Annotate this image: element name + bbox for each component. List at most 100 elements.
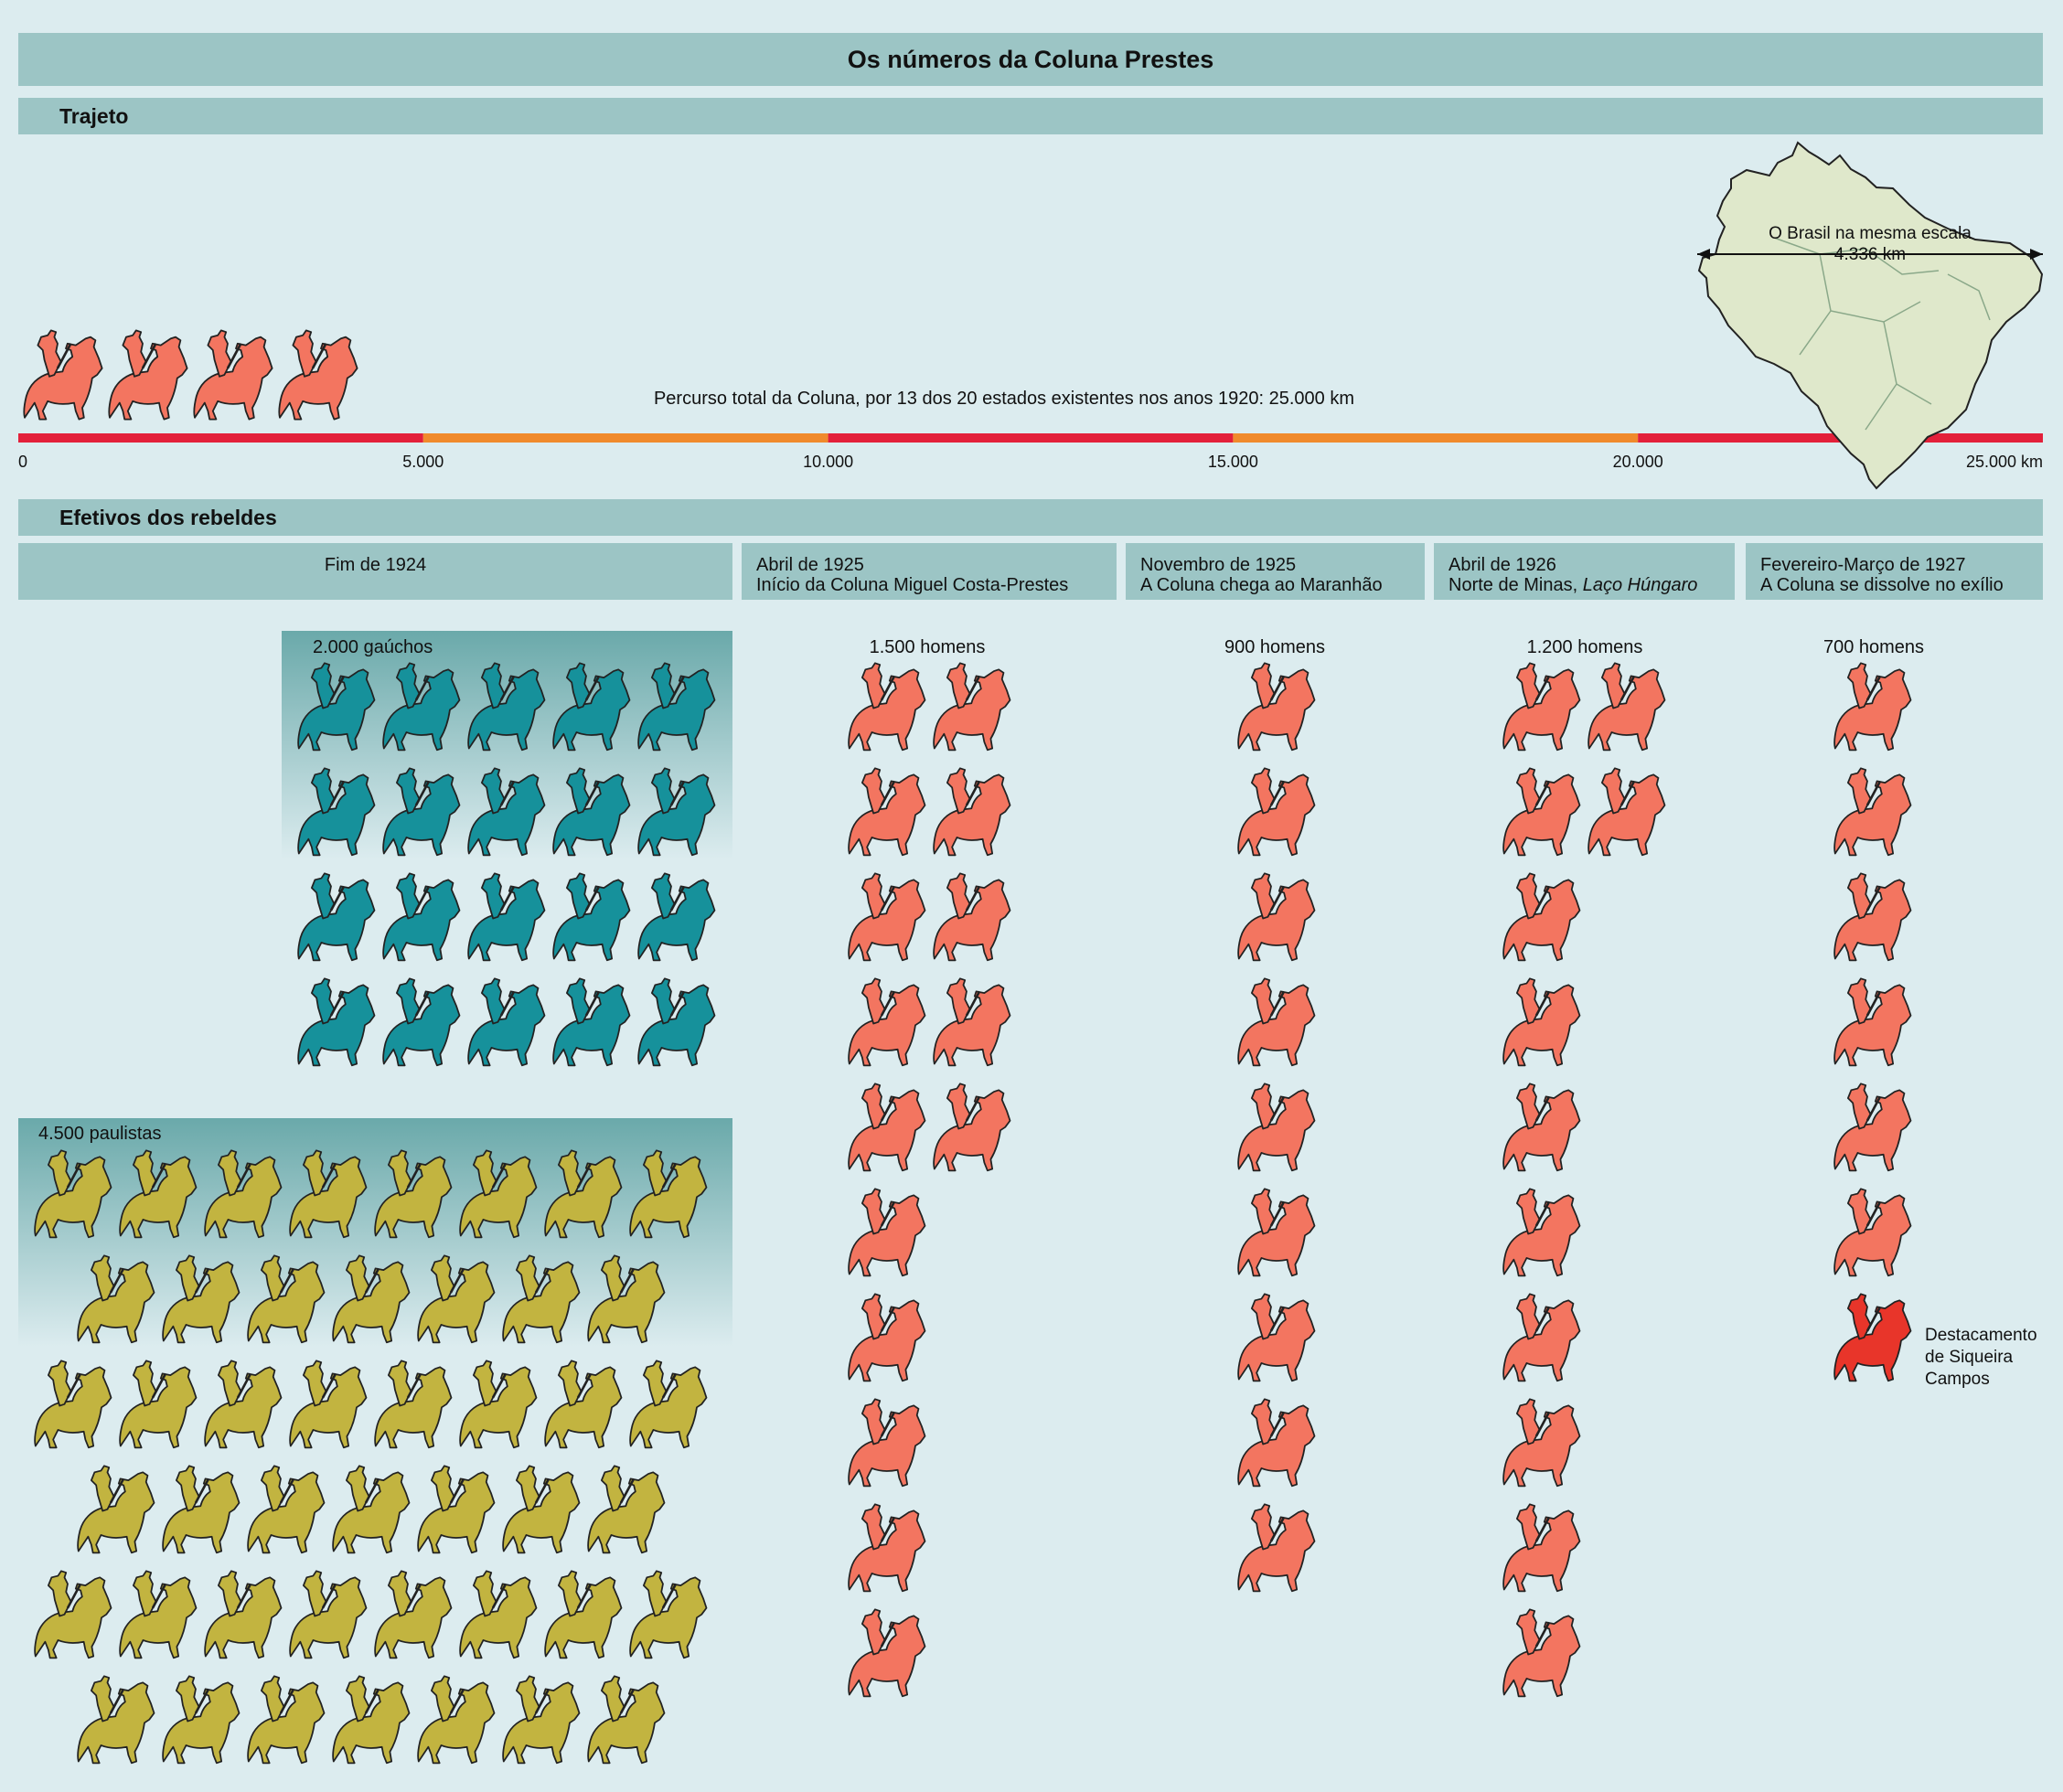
paulista-rider-icon	[76, 1253, 155, 1344]
route-caption: Percurso total da Coluna, por 13 dos 20 …	[653, 389, 1355, 409]
column-rider-icon-1926	[1502, 1082, 1581, 1172]
period-label: Fevereiro-Março de 1927	[1760, 555, 1966, 575]
column-rider-icon-1926	[1502, 1187, 1581, 1277]
group-label-1927: 700 homens	[1822, 637, 1925, 657]
paulista-rider-icon	[458, 1359, 538, 1449]
paulista-rider-icon	[416, 1464, 496, 1554]
column-rider-icon-nov-1925	[1236, 976, 1316, 1067]
paulista-rider-icon	[628, 1569, 708, 1659]
column-rider-icon-1925	[847, 1502, 926, 1593]
group-label-nov-1925: 900 homens	[1224, 637, 1326, 657]
paulista-rider-icon	[76, 1674, 155, 1765]
column-rider-icon-1926	[1502, 1397, 1581, 1488]
column-rider-icon-1926	[1502, 1607, 1581, 1698]
period-box-nov-1925: Novembro de 1925 A Coluna chega ao Maran…	[1126, 543, 1425, 600]
paulista-rider-icon	[203, 1569, 283, 1659]
paulista-rider-icon	[586, 1464, 666, 1554]
gaucho-rider-icon	[466, 976, 546, 1067]
column-rider-icon-1926	[1502, 1292, 1581, 1382]
column-rider-icon-1925	[847, 1607, 926, 1698]
column-rider-icon-1927	[1833, 976, 1912, 1067]
paulista-rider-icon	[501, 1464, 581, 1554]
route-tick-label: 15.000	[1208, 453, 1258, 471]
page-title: Os números da Coluna Prestes	[18, 33, 2043, 86]
paulista-rider-icon	[586, 1674, 666, 1765]
column-rider-icon-nov-1925	[1236, 1082, 1316, 1172]
column-rider-icon-1927	[1833, 871, 1912, 962]
period-sublabel: Início da Coluna Miguel Costa-Prestes	[756, 575, 1069, 595]
column-rider-icon-1925	[847, 1292, 926, 1382]
paulista-rider-icon	[543, 1148, 623, 1239]
detachment-label-line: de Siqueira	[1925, 1348, 2014, 1367]
column-rider-icon-1925	[847, 766, 926, 857]
paulista-rider-icon	[458, 1569, 538, 1659]
column-rider-icon-1926	[1587, 766, 1666, 857]
column-rider-icon-1925	[847, 1082, 926, 1172]
period-box-1927: Fevereiro-Março de 1927 A Coluna se diss…	[1746, 543, 2043, 600]
paulista-rider-icon	[628, 1359, 708, 1449]
detachment-rider-icon	[1833, 1292, 1912, 1382]
group-label-gauchos: 2.000 gaúchos	[313, 637, 433, 657]
column-rider-icon-1927	[1833, 1082, 1912, 1172]
column-rider-icon-1925	[932, 976, 1011, 1067]
period-sublabel-italic: Laço Húngaro	[1582, 575, 1698, 595]
column-rider-icon-1925	[847, 871, 926, 962]
detachment-label: Destacamento de Siqueira Campos	[1925, 1325, 2037, 1391]
column-rider-icon-nov-1925	[1236, 871, 1316, 962]
paulista-rider-icon	[373, 1148, 453, 1239]
section-header-forces: Efetivos dos rebeldes	[18, 499, 2043, 536]
detachment-label-line: Campos	[1925, 1370, 1990, 1389]
section-header-route: Trajeto	[18, 98, 2043, 134]
column-rider-icon-1926	[1502, 871, 1581, 962]
column-rider-icon-1927	[1833, 766, 1912, 857]
column-rider-icon-1926	[1502, 766, 1581, 857]
paulista-rider-icon	[246, 1253, 326, 1344]
column-rider-icon-nov-1925	[1236, 766, 1316, 857]
column-rider-icon-1925	[847, 661, 926, 752]
paulista-rider-icon	[331, 1253, 411, 1344]
route-segment	[18, 433, 423, 443]
paulista-rider-icon	[76, 1464, 155, 1554]
paulista-rider-icon	[288, 1148, 368, 1239]
paulista-rider-icon	[203, 1359, 283, 1449]
gaucho-rider-icon	[636, 871, 716, 962]
paulista-rider-icon	[501, 1253, 581, 1344]
group-label-paulistas: 4.500 paulistas	[38, 1124, 162, 1144]
route-tick-label: 25.000 km	[1966, 453, 2043, 471]
gaucho-rider-icon	[296, 871, 376, 962]
gaucho-rider-icon	[466, 661, 546, 752]
column-rider-icon-nov-1925	[1236, 661, 1316, 752]
paulista-rider-icon	[458, 1148, 538, 1239]
paulista-rider-icon	[586, 1253, 666, 1344]
column-rider-icon-1926	[1502, 661, 1581, 752]
paulista-rider-icon	[33, 1148, 112, 1239]
paulista-rider-icon	[373, 1359, 453, 1449]
paulista-rider-icon	[416, 1253, 496, 1344]
route-tick-label: 10.000	[803, 453, 853, 471]
route-segment	[1233, 433, 1639, 443]
column-rider-icon-1926	[1502, 1502, 1581, 1593]
paulista-rider-icon	[331, 1464, 411, 1554]
paulista-rider-icon	[118, 1569, 198, 1659]
period-sublabel: A Coluna se dissolve no exílio	[1760, 575, 2004, 595]
paulista-rider-icon	[161, 1253, 241, 1344]
route-tick-label: 5.000	[402, 453, 444, 471]
column-rider-icon-1925	[932, 766, 1011, 857]
period-sublabel: A Coluna chega ao Maranhão	[1140, 575, 1383, 595]
period-box-apr-1926: Abril de 1926 Norte de Minas, Laço Húnga…	[1434, 543, 1735, 600]
paulista-rider-icon	[161, 1674, 241, 1765]
paulista-rider-icon	[118, 1359, 198, 1449]
column-rider-icon-1927	[1833, 1187, 1912, 1277]
gaucho-rider-icon	[636, 976, 716, 1067]
paulista-rider-icon	[628, 1148, 708, 1239]
period-box-apr-1925: Abril de 1925 Início da Coluna Miguel Co…	[742, 543, 1117, 600]
brazil-outline	[1697, 141, 2044, 490]
detachment-label-line: Destacamento	[1925, 1326, 2037, 1345]
column-rider-icon-1926	[1587, 661, 1666, 752]
period-label: Abril de 1925	[756, 555, 864, 575]
section-title-forces: Efetivos dos rebeldes	[59, 505, 277, 529]
period-label: Fim de 1924	[324, 555, 427, 575]
route-tick-label: 0	[18, 453, 27, 471]
column-rider-icon-1925	[847, 1187, 926, 1277]
